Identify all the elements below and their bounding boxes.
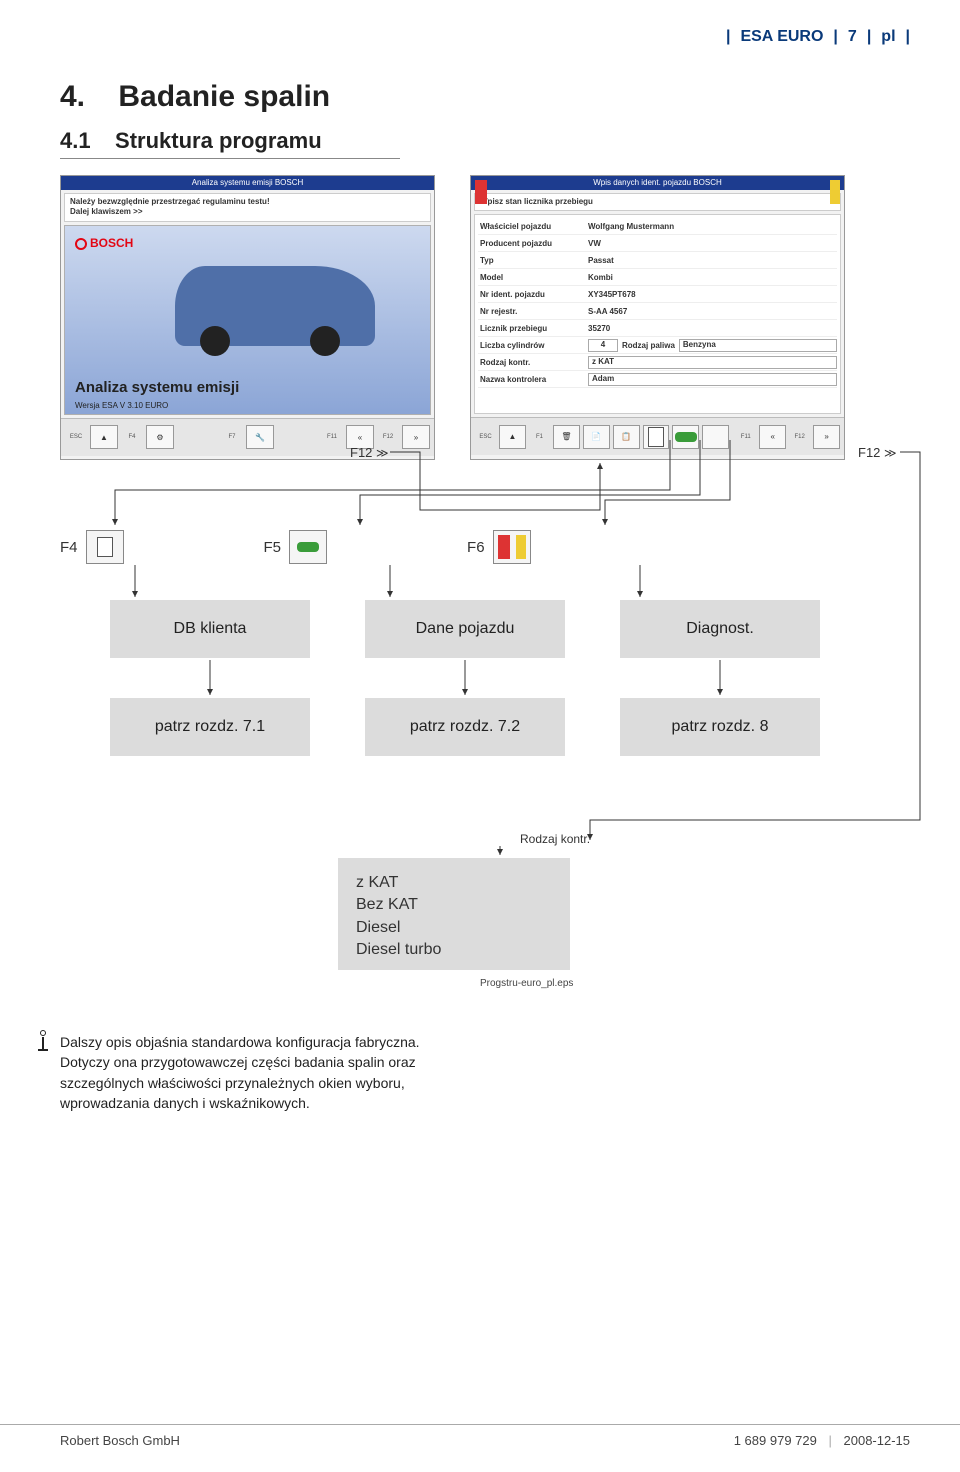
form-row: Licznik przebiegu35270 (478, 320, 837, 337)
kat-options-box: z KAT Bez KAT Diesel Diesel turbo (338, 858, 570, 970)
section-rule (60, 158, 400, 159)
header-sep: | (726, 28, 730, 46)
f5-label: F5 (264, 539, 282, 556)
kat-option: Diesel turbo (356, 939, 552, 961)
toolbar-button[interactable]: « (759, 425, 786, 449)
toolbar-button[interactable]: ▲ (499, 425, 526, 449)
instruction-line: Należy bezwzględnie przestrzegać regulam… (70, 197, 425, 207)
kat-option: Diesel (356, 917, 552, 939)
key-label: F7 (221, 434, 243, 440)
header-sep: | (833, 28, 837, 46)
form-row: Właściciel pojazduWolfgang Mustermann (478, 218, 837, 235)
page-footer: Robert Bosch GmbH 1 689 979 729 | 2008-1… (0, 1424, 960, 1448)
box-diagnostics: Diagnost. (620, 600, 820, 658)
key-label: F11 (735, 434, 756, 440)
box-db-client: DB klienta (110, 600, 310, 658)
key-label: F12 (377, 434, 399, 440)
diagnostic-icon (493, 530, 531, 564)
f5-box: F5 (264, 530, 328, 564)
kat-option: z KAT (356, 872, 552, 894)
toolbar-button[interactable]: 🗑 (553, 425, 580, 449)
header-sep: | (906, 28, 910, 46)
cyl-select[interactable]: 4 (588, 339, 618, 352)
screenshot-vehicle-data: Wpis danych ident. pojazdu BOSCH Wpisz s… (470, 175, 845, 460)
footer-date: 2008-12-15 (844, 1433, 911, 1448)
instruction-box: Wpisz stan licznika przebiegu (474, 193, 841, 211)
window-titlebar: Wpis danych ident. pojazdu BOSCH (471, 176, 844, 190)
toolbar: ESC ▲ F1 🗑 📄 📋 F11 « F12 » (471, 417, 844, 455)
diagnostics-button[interactable] (702, 425, 729, 449)
form-row: Nazwa kontrolera Adam (478, 371, 837, 388)
toolbar-button[interactable]: ⚙ (146, 425, 174, 449)
info-icon (38, 1030, 48, 1051)
vehicle-form: Właściciel pojazduWolfgang Mustermann Pr… (474, 214, 841, 414)
bosch-logo: BOSCH (75, 236, 133, 250)
chapter-num: 4. (60, 80, 85, 113)
f4-box: F4 (60, 530, 124, 564)
toolbar-button[interactable]: 📋 (613, 425, 640, 449)
form-row: Producent pojazduVW (478, 235, 837, 252)
header-sep: | (867, 28, 871, 46)
section-num: 4.1 (60, 128, 91, 153)
toolbar-button[interactable]: 📄 (583, 425, 610, 449)
screenshot-start: Analiza systemu emisji BOSCH Należy bezw… (60, 175, 435, 460)
rodzaj-label: Rodzaj kontr. (520, 832, 590, 846)
f6-box: F6 (467, 530, 531, 564)
form-row: Rodzaj kontr. z KAT (478, 354, 837, 371)
form-row: TypPassat (478, 252, 837, 269)
function-key-row: F4 F5 F6 (60, 530, 531, 564)
car-icon (289, 530, 327, 564)
instruction-line: Dalej klawiszem >> (70, 207, 425, 217)
key-label: F12 (789, 434, 810, 440)
vehicle-data-button[interactable] (672, 425, 699, 449)
box-see-7-1: patrz rozdz. 7.1 (110, 698, 310, 756)
box-see-7-2: patrz rozdz. 7.2 (365, 698, 565, 756)
kat-option: Bez KAT (356, 894, 552, 916)
eps-filename: Progstru-euro_pl.eps (480, 978, 573, 989)
car-illustration (175, 266, 375, 346)
toolbar-button[interactable]: 🔧 (246, 425, 274, 449)
instruction-box: Należy bezwzględnie przestrzegać regulam… (64, 193, 431, 222)
form-row: ModelKombi (478, 269, 837, 286)
box-see-8: patrz rozdz. 8 (620, 698, 820, 756)
form-row: Liczba cylindrów 4 Rodzaj paliwa Benzyna (478, 337, 837, 354)
toolbar-button[interactable]: ▲ (90, 425, 118, 449)
f4-label: F4 (60, 539, 78, 556)
chapter-title: 4. Badanie spalin (60, 80, 330, 114)
form-row: Nr rejestr.S-AA 4567 (478, 303, 837, 320)
section-title: 4.1 Struktura programu (60, 128, 322, 154)
info-paragraph: Dalszy opis objaśnia standardowa konfigu… (60, 1032, 470, 1113)
f12-label-left: F12 ≫ (350, 445, 385, 460)
document-icon (86, 530, 124, 564)
footer-company: Robert Bosch GmbH (60, 1433, 180, 1448)
header-product: ESA EURO (740, 28, 823, 46)
box-vehicle-data: Dane pojazdu (365, 600, 565, 658)
toolbar-button[interactable]: » (402, 425, 430, 449)
splash-area: BOSCH Analiza systemu emisji Wersja ESA … (64, 225, 431, 415)
window-titlebar: Analiza systemu emisji BOSCH (61, 176, 434, 190)
header-page: 7 (848, 28, 857, 46)
splash-title: Analiza systemu emisji (75, 379, 239, 396)
controller-name-select[interactable]: Adam (588, 373, 837, 386)
header-lang: pl (881, 28, 895, 46)
key-label: F4 (121, 434, 143, 440)
key-label: F11 (321, 434, 343, 440)
db-client-button[interactable] (643, 425, 670, 449)
f6-label: F6 (467, 539, 485, 556)
toolbar-button[interactable]: » (813, 425, 840, 449)
chapter-text: Badanie spalin (118, 80, 330, 113)
version-label: Wersja ESA V 3.10 EURO (75, 401, 168, 410)
key-label: F1 (529, 434, 550, 440)
section-text: Struktura programu (115, 128, 322, 153)
page-header: | ESA EURO | 7 | pl | (726, 28, 910, 46)
footer-code: 1 689 979 729 (734, 1433, 817, 1448)
form-row: Nr ident. pojazduXY345PT678 (478, 286, 837, 303)
footer-right: 1 689 979 729 | 2008-12-15 (734, 1433, 910, 1448)
f12-label-right: F12 ≫ (858, 445, 893, 460)
key-label: ESC (475, 434, 496, 440)
control-type-select[interactable]: z KAT (588, 356, 837, 369)
key-label: ESC (65, 434, 87, 440)
fuel-select[interactable]: Benzyna (679, 339, 837, 352)
